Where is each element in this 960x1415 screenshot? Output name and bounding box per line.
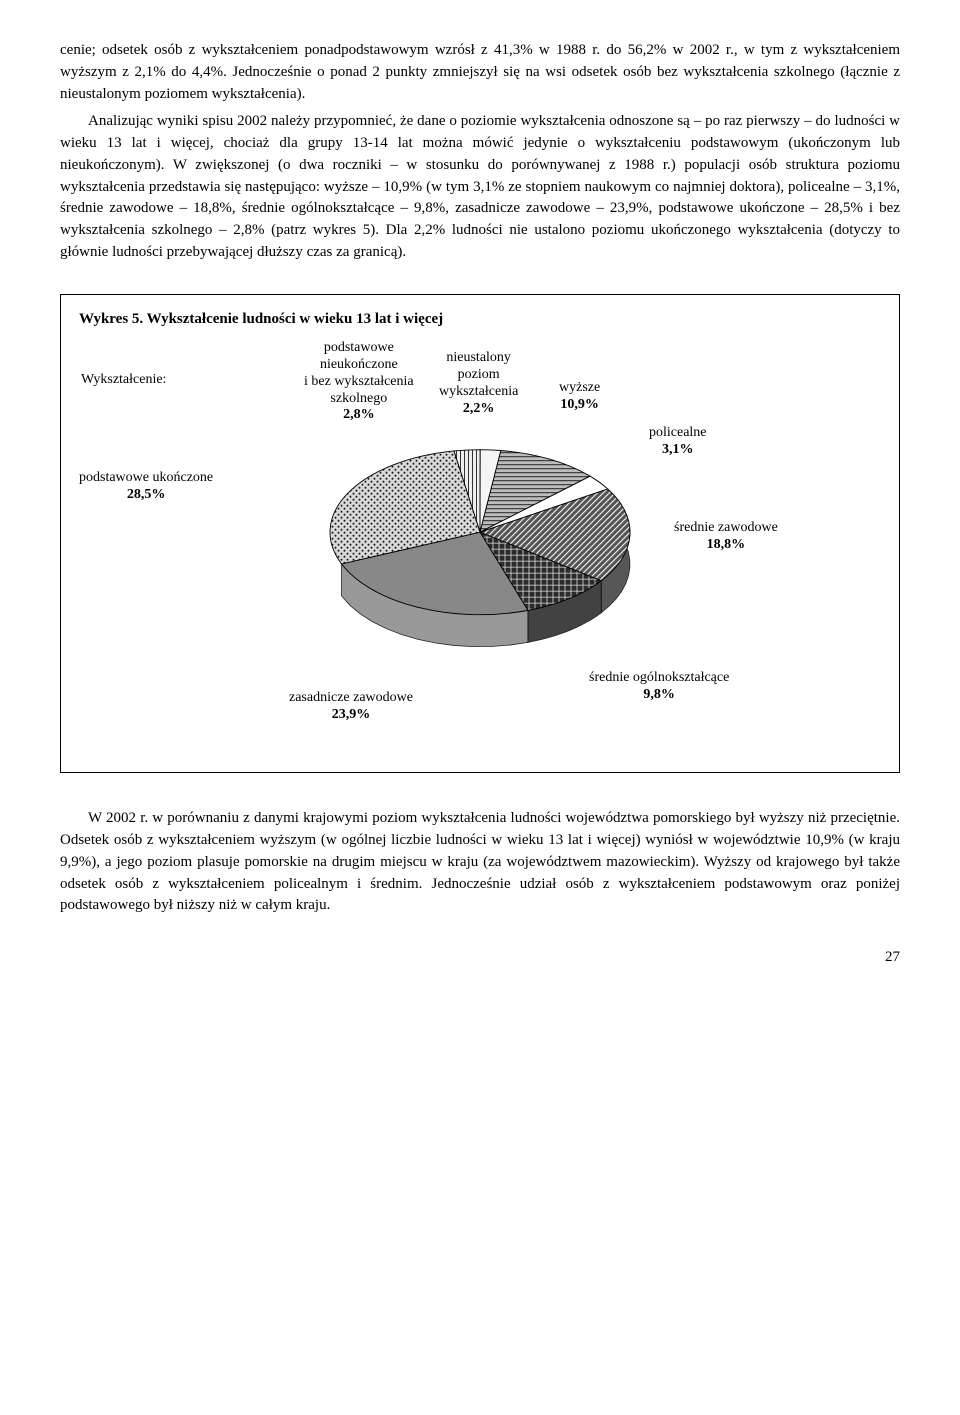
paragraph-2: Analizując wyniki spisu 2002 należy przy… — [60, 111, 900, 263]
page-number: 27 — [60, 947, 900, 969]
pie-label-policealne: policealne3,1% — [649, 425, 707, 459]
chart-title: Wykres 5. Wykształcenie ludności w wieku… — [79, 309, 881, 331]
pie-label-zasadnicze_zawodowe: zasadnicze zawodowe23,9% — [289, 690, 413, 724]
pie-label-nieustalony: nieustalony poziom wykształcenia2,2% — [439, 350, 518, 417]
chart-area: Wykształcenie: — [79, 340, 881, 750]
pie-label-srednie_zawodowe: średnie zawodowe18,8% — [674, 520, 778, 554]
chart-5-container: Wykres 5. Wykształcenie ludności w wieku… — [60, 294, 900, 774]
paragraph-3: W 2002 r. w porównaniu z danymi krajowym… — [60, 808, 900, 917]
pie-label-srednie_ogolnoksztalcace: średnie ogólnokształcące9,8% — [589, 670, 729, 704]
paragraph-1: cenie; odsetek osób z wykształceniem pon… — [60, 40, 900, 105]
pie-label-podstawowe_ukonczone: podstawowe ukończone28,5% — [79, 470, 213, 504]
pie-label-wyzsze: wyższe10,9% — [559, 380, 600, 414]
legend-label: Wykształcenie: — [81, 372, 166, 389]
pie-label-podstawowe_nieukonczone: podstawowe nieukończone i bez wykształce… — [304, 340, 414, 424]
